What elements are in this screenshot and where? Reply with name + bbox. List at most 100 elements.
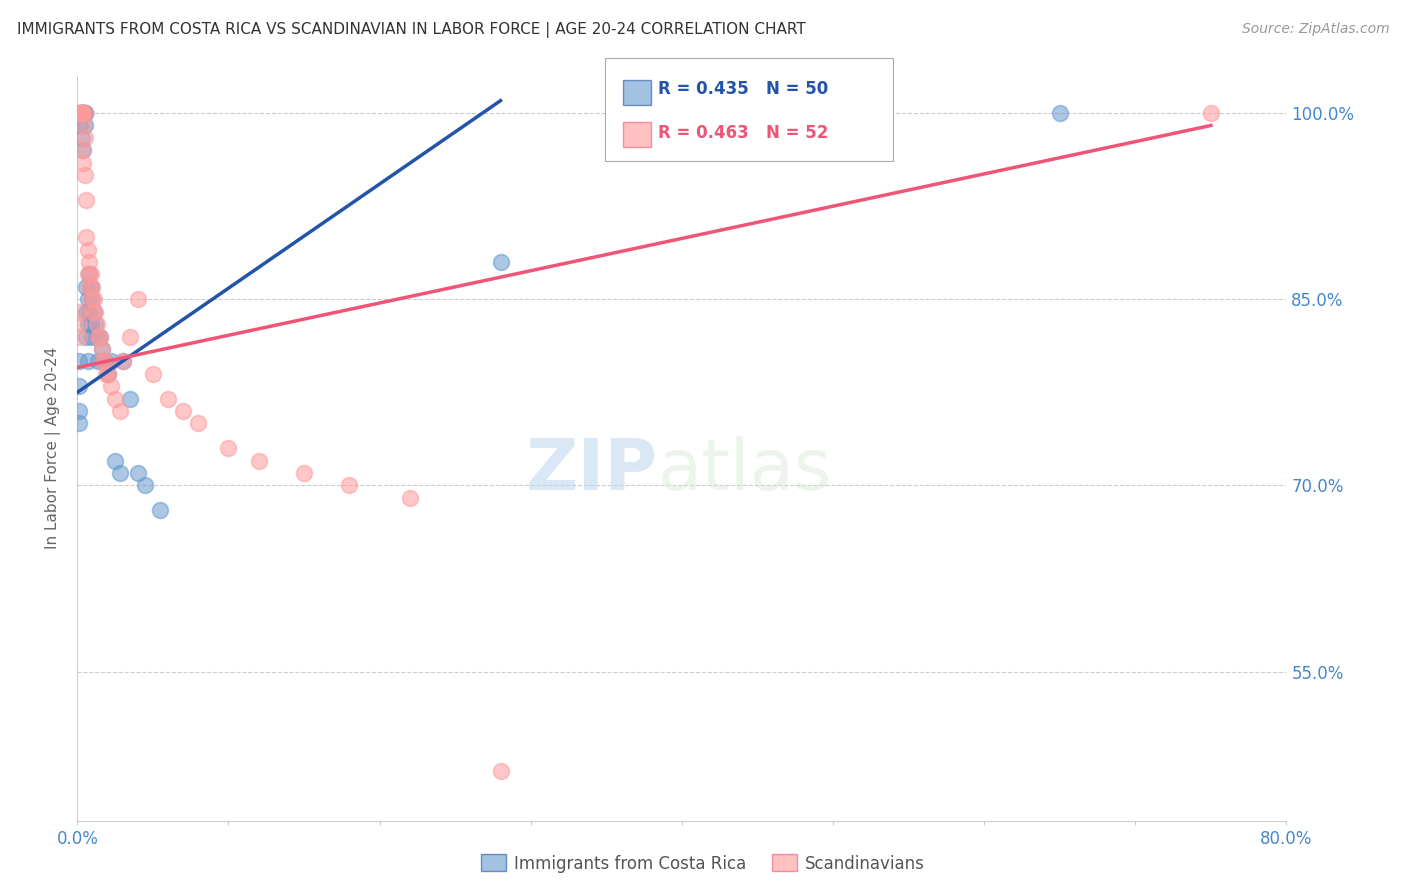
Point	[79, 304, 101, 318]
Point	[84, 317, 107, 331]
Point	[77, 243, 100, 257]
Point	[111, 354, 134, 368]
Point	[90, 342, 112, 356]
Point	[87, 354, 110, 368]
Point	[83, 304, 105, 318]
Point	[67, 304, 90, 318]
Point	[79, 268, 101, 282]
Point	[73, 131, 96, 145]
Point	[77, 268, 100, 282]
Point	[96, 367, 118, 381]
Y-axis label: In Labor Force | Age 20-24: In Labor Force | Age 20-24	[45, 347, 62, 549]
Point	[84, 304, 107, 318]
Point	[77, 354, 100, 368]
Point	[127, 466, 149, 480]
Point	[70, 131, 93, 145]
Point	[73, 106, 96, 120]
Point	[149, 503, 172, 517]
Point	[100, 354, 122, 368]
Point	[75, 280, 97, 294]
Point	[70, 106, 93, 120]
Point	[70, 106, 93, 120]
Point	[86, 329, 108, 343]
Point	[69, 119, 91, 133]
Text: Source: ZipAtlas.com: Source: ZipAtlas.com	[1241, 22, 1389, 37]
Point	[87, 329, 110, 343]
Point	[80, 317, 103, 331]
Point	[120, 392, 142, 406]
Point	[86, 317, 108, 331]
Point	[94, 367, 117, 381]
Point	[67, 329, 90, 343]
Point	[67, 354, 90, 368]
Point	[93, 354, 115, 368]
Point	[72, 144, 94, 158]
Point	[69, 106, 91, 120]
Point	[69, 106, 91, 120]
Point	[172, 404, 194, 418]
Text: R = 0.435   N = 50: R = 0.435 N = 50	[658, 79, 828, 97]
Point	[69, 106, 91, 120]
Point	[90, 342, 112, 356]
Point	[1199, 106, 1222, 120]
Point	[77, 317, 100, 331]
Point	[91, 354, 114, 368]
Point	[72, 155, 94, 169]
Point	[82, 280, 104, 294]
Point	[93, 354, 115, 368]
Point	[89, 329, 111, 343]
Point	[489, 255, 512, 269]
Point	[108, 404, 131, 418]
Point	[292, 466, 315, 480]
Point	[127, 293, 149, 307]
Point	[72, 119, 94, 133]
Point	[70, 144, 93, 158]
Point	[79, 280, 101, 294]
Point	[82, 304, 104, 318]
Point	[104, 453, 127, 467]
Point	[73, 106, 96, 120]
Point	[104, 392, 127, 406]
Point	[82, 293, 104, 307]
Point	[187, 417, 209, 431]
Point	[67, 317, 90, 331]
Text: atlas: atlas	[658, 436, 832, 505]
Point	[67, 417, 90, 431]
Point	[111, 354, 134, 368]
Point	[120, 329, 142, 343]
Point	[69, 106, 91, 120]
Point	[73, 106, 96, 120]
Text: ZIP: ZIP	[526, 436, 658, 505]
Point	[142, 367, 165, 381]
Point	[247, 453, 270, 467]
Text: R = 0.463   N = 52: R = 0.463 N = 52	[658, 124, 828, 142]
Point	[75, 193, 97, 207]
Point	[69, 106, 91, 120]
Point	[80, 293, 103, 307]
Point	[79, 255, 101, 269]
Text: IMMIGRANTS FROM COSTA RICA VS SCANDINAVIAN IN LABOR FORCE | AGE 20-24 CORRELATIO: IMMIGRANTS FROM COSTA RICA VS SCANDINAVI…	[17, 22, 806, 38]
Point	[80, 280, 103, 294]
Point	[75, 304, 97, 318]
Point	[77, 293, 100, 307]
Point	[70, 106, 93, 120]
Point	[67, 404, 90, 418]
Point	[218, 442, 240, 456]
Point	[73, 168, 96, 182]
Legend: Immigrants from Costa Rica, Scandinavians: Immigrants from Costa Rica, Scandinavian…	[474, 847, 932, 880]
Point	[108, 466, 131, 480]
Point	[82, 329, 104, 343]
Point	[489, 764, 512, 778]
Point	[69, 106, 91, 120]
Point	[91, 354, 114, 368]
Point	[72, 106, 94, 120]
Point	[75, 329, 97, 343]
Point	[96, 367, 118, 381]
Point	[75, 230, 97, 244]
Point	[157, 392, 180, 406]
Point	[73, 119, 96, 133]
Point	[73, 106, 96, 120]
Point	[399, 491, 422, 505]
Point	[134, 478, 156, 492]
Point	[100, 379, 122, 393]
